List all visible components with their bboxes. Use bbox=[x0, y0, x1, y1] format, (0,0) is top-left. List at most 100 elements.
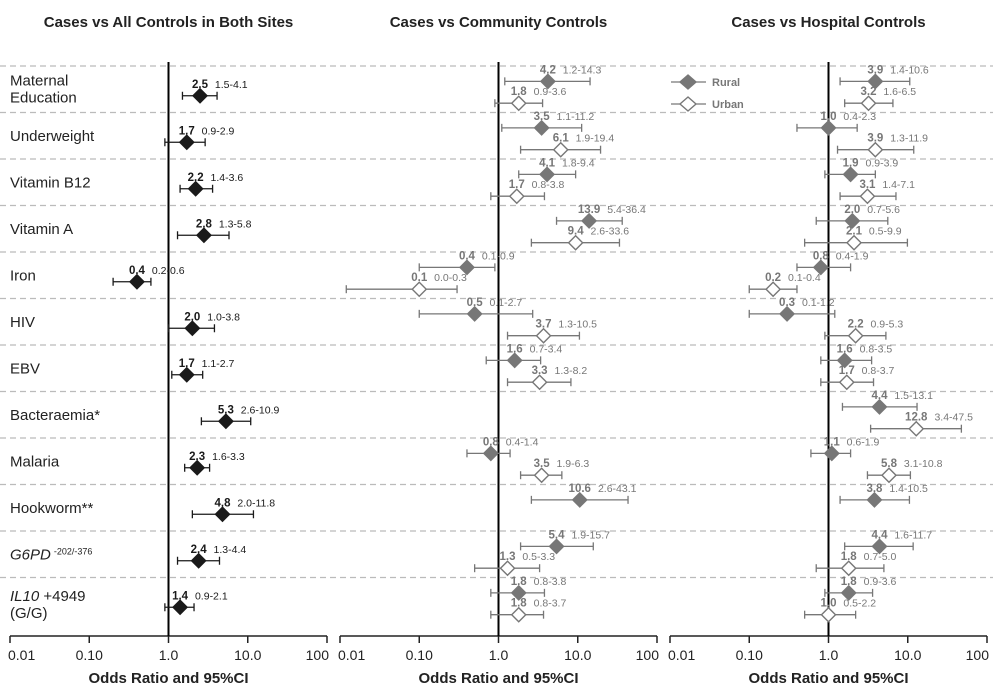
or-marker bbox=[539, 166, 556, 183]
ci-range-label: 1.3-8.2 bbox=[554, 365, 587, 377]
ci-range-label: 0.9-2.9 bbox=[202, 125, 235, 137]
ci-range-label: 1.1-2.7 bbox=[202, 358, 235, 370]
ci-range-label: 0.4-1.4 bbox=[506, 436, 539, 448]
or-value-label: 3.2 bbox=[861, 86, 877, 98]
series-urban: 3.2 1.6-6.5 3.9 1.3-11.9 3.1 1.4-7.1 2.1 0.5-9.… bbox=[748, 86, 973, 623]
or-marker bbox=[860, 95, 877, 112]
or-marker bbox=[531, 374, 548, 391]
data-point-bacteraemia: 12.8 3.4-47.5 bbox=[869, 412, 973, 437]
data-point-iron: 0.8 0.4-1.9 bbox=[796, 250, 869, 276]
data-point-hiv: 0.3 0.1-1.2 bbox=[748, 297, 836, 322]
x-tick-label: 0.01 bbox=[668, 647, 695, 663]
data-point-vitamin-a: 2.8 1.3-5.8 bbox=[176, 218, 252, 244]
or-marker bbox=[482, 445, 499, 462]
or-value-label: 3.9 bbox=[867, 133, 883, 145]
or-value-label: 3.7 bbox=[536, 319, 552, 331]
or-marker bbox=[779, 305, 796, 322]
ci-range-label: 0.1-0.9 bbox=[482, 250, 515, 262]
or-value-label: 2.0 bbox=[184, 311, 200, 323]
or-marker bbox=[533, 467, 550, 484]
data-point-ebv: 3.3 1.3-8.2 bbox=[506, 365, 587, 391]
data-point-bacteraemia: 5.3 2.6-10.9 bbox=[200, 404, 279, 430]
category-label-hookworm: Hookworm** bbox=[10, 500, 94, 517]
data-point-vitamin-b12: 1.9 0.9-3.9 bbox=[824, 157, 898, 183]
or-marker bbox=[859, 188, 876, 205]
ci-range-label: 0.0-0.3 bbox=[434, 272, 467, 284]
data-point-g6pd: 5.4 1.9-15.7 bbox=[519, 529, 610, 555]
or-value-label: 5.4 bbox=[549, 529, 566, 541]
data-point-il10: 1.4 0.9-2.1 bbox=[164, 590, 228, 616]
or-marker bbox=[217, 413, 234, 430]
data-point-g6pd: 1.3 0.5-3.3 bbox=[473, 551, 555, 577]
ci-range-label: 0.7-3.4 bbox=[530, 343, 563, 355]
or-marker bbox=[838, 374, 855, 391]
forest-panel-3: Cases vs Hospital Controls 0.01 0.10 1.0 10.… bbox=[668, 14, 989, 687]
or-value-label: 0.4 bbox=[129, 265, 146, 277]
or-value-label: 4.2 bbox=[540, 64, 556, 76]
data-point-maternal-education: 1.8 0.9-3.6 bbox=[494, 86, 566, 112]
ci-range-label: 0.5-2.2 bbox=[843, 598, 876, 610]
or-marker bbox=[184, 320, 201, 337]
or-marker bbox=[844, 212, 861, 229]
panel-title: Cases vs Hospital Controls bbox=[731, 14, 925, 31]
ci-range-label: 0.1-2.7 bbox=[490, 297, 523, 309]
x-tick-label: 0.01 bbox=[338, 647, 365, 663]
legend-marker-urban bbox=[678, 96, 698, 112]
ci-range-label: 1.5-4.1 bbox=[215, 79, 248, 91]
ci-range-label: 3.1-10.8 bbox=[904, 458, 943, 470]
or-value-label: 1.9 bbox=[843, 157, 859, 169]
x-tick-label: 10.0 bbox=[234, 647, 261, 663]
or-value-label: 4.8 bbox=[214, 497, 231, 509]
category-label-il10-name: IL10 bbox=[10, 588, 40, 605]
ci-range-label: 1.8-9.4 bbox=[562, 157, 595, 169]
forest-panels: Cases vs All Controls in Both Sites 0.01 0… bbox=[8, 14, 989, 687]
forest-panel-2: Cases vs Community Controls 0.01 0.10 1.0 10… bbox=[338, 14, 659, 687]
category-label-maternal-education-line2: Education bbox=[10, 89, 77, 106]
data-point-il10: 1.8 0.8-3.7 bbox=[490, 598, 566, 623]
category-label-bacteraemia: Bacteraemia* bbox=[10, 407, 100, 424]
or-marker bbox=[535, 327, 552, 344]
data-point-vitamin-a: 13.9 5.4-36.4 bbox=[555, 204, 646, 229]
or-value-label: 2.5 bbox=[192, 79, 209, 91]
ci-range-label: 0.5-3.3 bbox=[522, 551, 555, 563]
series-rural: 3.9 1.4-10.6 1.0 0.4-2.3 1.9 0.9-3.9 2.0 0.7-5.… bbox=[748, 64, 933, 601]
legend-label-rural: Rural bbox=[712, 77, 740, 89]
ci-range-label: 0.4-1.9 bbox=[836, 250, 869, 262]
x-tick-label: 100 bbox=[966, 647, 990, 663]
or-value-label: 2.8 bbox=[196, 218, 213, 230]
or-value-label: 0.8 bbox=[483, 436, 500, 448]
or-marker bbox=[189, 459, 206, 476]
ci-range-label: 1.2-14.3 bbox=[563, 64, 602, 76]
or-marker bbox=[187, 180, 204, 197]
or-marker bbox=[533, 119, 550, 136]
or-marker bbox=[552, 141, 569, 158]
data-point-malaria: 3.5 1.9-6.3 bbox=[519, 458, 589, 484]
legend-label-urban: Urban bbox=[712, 99, 744, 111]
ci-range-label: 0.8-3.8 bbox=[534, 576, 567, 588]
ci-range-label: 0.5-9.9 bbox=[869, 226, 902, 238]
data-point-iron: 0.4 0.2-0.6 bbox=[112, 265, 185, 290]
or-value-label: 1.8 bbox=[511, 598, 528, 610]
ci-range-label: 0.8-3.5 bbox=[860, 343, 893, 355]
data-point-g6pd: 4.4 1.6-11.7 bbox=[844, 529, 932, 555]
data-point-g6pd: 1.8 0.7-5.0 bbox=[815, 551, 896, 577]
series-urban: 1.8 0.9-3.6 6.1 1.9-19.4 1.7 0.8-3.8 9.4 2.6-33… bbox=[345, 86, 629, 623]
ci-range-label: 1.0-3.8 bbox=[207, 311, 240, 323]
or-marker bbox=[178, 134, 195, 151]
or-value-label: 1.0 bbox=[821, 111, 837, 123]
panel-title: Cases vs All Controls in Both Sites bbox=[44, 14, 294, 31]
data-point-hookworm: 4.8 2.0-11.8 bbox=[191, 497, 275, 523]
category-label-g6pd-sup: -202/-376 bbox=[54, 546, 93, 556]
ci-range-label: 0.8-3.7 bbox=[862, 365, 895, 377]
or-marker bbox=[836, 352, 853, 369]
ci-range-label: 0.2-0.6 bbox=[152, 265, 185, 277]
or-marker bbox=[548, 538, 565, 555]
x-tick-label: 100 bbox=[636, 647, 660, 663]
or-value-label: 3.1 bbox=[859, 179, 876, 191]
data-point-hookworm: 3.8 1.4-10.5 bbox=[839, 483, 928, 508]
legend-marker-rural bbox=[678, 74, 698, 90]
or-value-label: 2.4 bbox=[191, 544, 208, 556]
category-label-vitamin-a: Vitamin A bbox=[10, 221, 73, 238]
or-marker bbox=[820, 606, 837, 623]
